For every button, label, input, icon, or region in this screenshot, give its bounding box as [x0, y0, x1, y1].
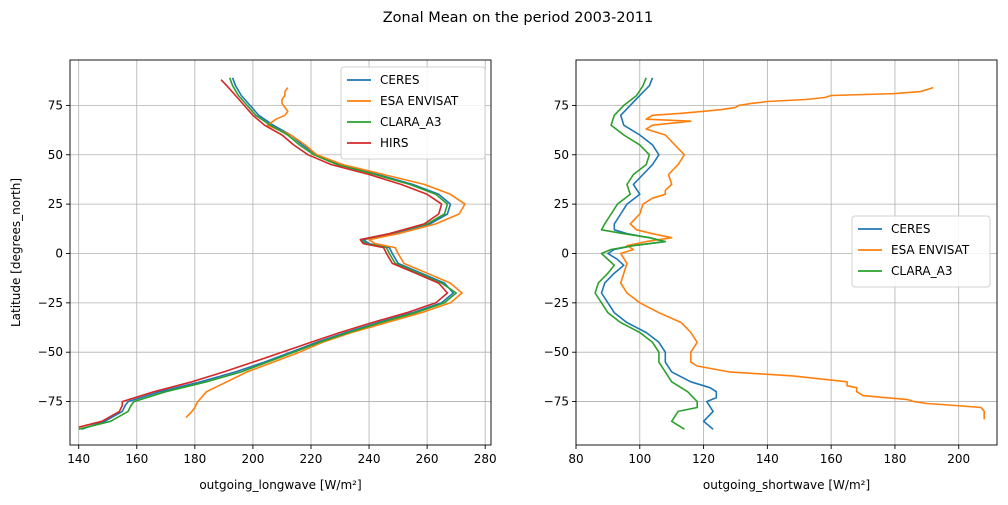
shortwave-ytick-label: 25 [554, 197, 569, 211]
shortwave-xtick-label: 200 [947, 452, 970, 466]
longwave-series-clara-a3 [78, 77, 458, 430]
shortwave-ytick-label: −75 [544, 395, 569, 409]
longwave-xtick-label: 180 [183, 452, 206, 466]
longwave-plot-frame [69, 59, 492, 446]
shortwave-xtick-label: 120 [692, 452, 715, 466]
shortwave-series-esa-envisat [619, 86, 986, 420]
longwave-xtick-label: 160 [125, 452, 148, 466]
shortwave-xtick-label: 80 [568, 452, 583, 466]
longwave-ytick-label: −50 [38, 345, 63, 359]
longwave-xtick-label: 260 [416, 452, 439, 466]
shortwave-xtick-label: 180 [883, 452, 906, 466]
longwave-axes: 140 160 180 200 220 240 260 280 −75 −50 −25 0 25 50 75… [9, 59, 497, 492]
longwave-xlabel: outgoing_longwave [W/m²] [199, 478, 361, 492]
longwave-legend-box [340, 66, 486, 160]
shortwave-ytick-label: 0 [561, 246, 569, 260]
longwave-xtick-label: 200 [241, 452, 264, 466]
figure-title: Zonal Mean on the period 2003-2011 [383, 10, 654, 26]
shortwave-legend-box [851, 215, 991, 288]
shortwave-axes: 80 100 120 140 160 180 200 −75 −50 −25 0 25 50 75 outg… [544, 59, 998, 492]
shortwave-xlabel: outgoing_shortwave [W/m²] [703, 478, 870, 492]
shortwave-ytick-label: −50 [544, 345, 569, 359]
shortwave-legend-label-clara-a3: CLARA_A3 [891, 264, 952, 278]
shortwave-xtick-label: 100 [628, 452, 651, 466]
longwave-xtick-label: 220 [300, 452, 323, 466]
longwave-xtick-label: 140 [67, 452, 90, 466]
longwave-legend-label-ceres: CERES [380, 73, 420, 87]
longwave-legend: CERES ESA ENVISAT CLARA_A3 HIRS [340, 66, 486, 160]
longwave-xtick-label: 240 [358, 452, 381, 466]
longwave-series-esa-envisat [185, 87, 466, 418]
longwave-ytick-label: −75 [38, 395, 63, 409]
longwave-ytick-label: 25 [48, 197, 63, 211]
longwave-ylabel: Latitude [degrees_north] [9, 178, 23, 327]
longwave-xtick-label: 280 [474, 452, 497, 466]
shortwave-ytick-label: 50 [554, 148, 569, 162]
longwave-ytick-label: 75 [48, 98, 63, 112]
longwave-ytick-label: 50 [48, 148, 63, 162]
shortwave-xtick-label: 140 [756, 452, 779, 466]
longwave-series-hirs [78, 79, 449, 428]
shortwave-ytick-label: −25 [544, 296, 569, 310]
longwave-ytick-label: 0 [55, 246, 63, 260]
longwave-legend-label-clara-a3: CLARA_A3 [380, 115, 441, 129]
shortwave-series-clara-a3 [594, 77, 699, 430]
shortwave-xtick-label: 160 [820, 452, 843, 466]
longwave-legend-label-hirs: HIRS [380, 136, 409, 150]
longwave-legend-label-esa-envisat: ESA ENVISAT [380, 94, 459, 108]
longwave-series-ceres [81, 77, 455, 430]
longwave-ytick-label: −25 [38, 296, 63, 310]
shortwave-legend-label-esa-envisat: ESA ENVISAT [891, 243, 970, 257]
shortwave-series-ceres [600, 77, 718, 430]
shortwave-ytick-label: 75 [554, 98, 569, 112]
shortwave-plot-frame [575, 59, 998, 446]
shortwave-legend-label-ceres: CERES [891, 222, 931, 236]
shortwave-legend: CERES ESA ENVISAT CLARA_A3 [851, 215, 991, 288]
